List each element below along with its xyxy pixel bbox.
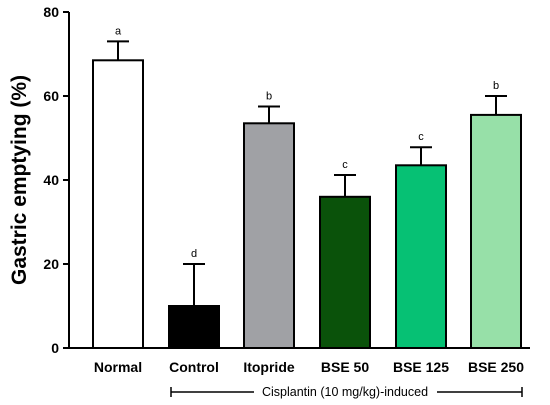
x-tick-label: BSE 125 (393, 359, 449, 375)
group-bracket: Cisplantin (10 mg/kg)-induced (170, 385, 523, 399)
group-label: Cisplantin (10 mg/kg)-induced (262, 385, 428, 399)
axes: 0 20 40 60 80 (43, 4, 530, 356)
significance-label: d (191, 248, 197, 260)
bar-bse-250 (470, 113, 522, 350)
x-tick-label: Itopride (243, 359, 295, 375)
x-tick-label: BSE 50 (321, 359, 369, 375)
bar-bse-50 (319, 195, 371, 349)
bar-control (168, 305, 220, 349)
category-labels: Normal Control Itopride BSE 50 BSE 125 BSE 25… (94, 359, 524, 375)
significance-label: b (493, 80, 499, 92)
bar-bse-125 (395, 164, 447, 349)
x-tick-label: Control (169, 359, 219, 375)
bar-itopride (243, 122, 295, 349)
significance-label: b (266, 91, 272, 103)
significance-label: c (418, 131, 424, 143)
significance-label: a (115, 25, 122, 37)
y-tick-label: 40 (43, 172, 59, 188)
x-tick-label: BSE 250 (468, 359, 524, 375)
significance-label: c (342, 159, 348, 171)
y-tick-label: 20 (43, 256, 59, 272)
y-axis-label: Gastric emptying (%) (8, 75, 31, 285)
y-tick-label: 80 (43, 4, 59, 20)
y-tick-label: 0 (51, 340, 59, 356)
y-tick-label: 60 (43, 88, 59, 104)
bars: a d b c c b (92, 25, 522, 350)
x-tick-label: Normal (94, 359, 142, 375)
bar-normal (92, 59, 144, 350)
